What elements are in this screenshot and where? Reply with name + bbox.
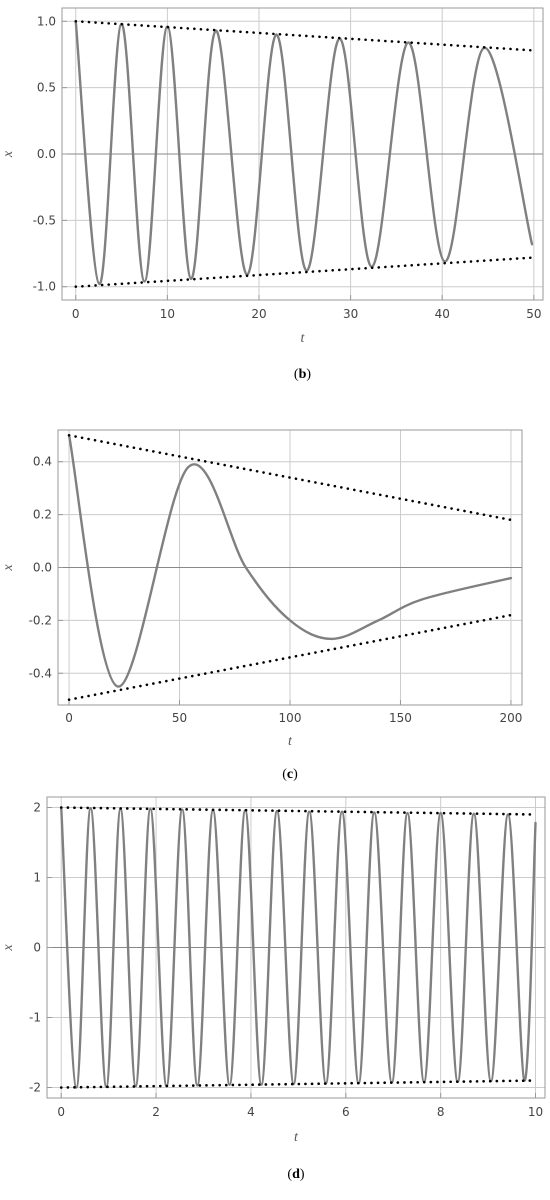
y-tick-label: 0.2 — [33, 508, 52, 522]
y-tick-label: -1.0 — [33, 280, 56, 294]
panel-caption: (b) — [294, 367, 311, 382]
y-tick-label: 0.0 — [33, 561, 52, 575]
panel-caption-letter: d — [292, 1167, 300, 1182]
x-tick-label: 40 — [435, 307, 450, 321]
x-tick-label: 2 — [152, 1105, 160, 1119]
y-tick-label: -1 — [29, 1011, 41, 1025]
panel-caption: (d) — [287, 1167, 304, 1182]
panel-caption-letter: b — [299, 367, 307, 382]
envelope-line — [59, 1079, 537, 1089]
x-tick-label: 4 — [247, 1105, 255, 1119]
y-tick-label: 0.0 — [37, 147, 56, 161]
chart-panel-d: 0 2 4 6 8 10 -2 -1 0 1 2 t x (d) — [1, 796, 546, 1182]
envelope-line — [67, 613, 513, 702]
x-tick-label: 200 — [499, 711, 522, 725]
x-tick-label: 0 — [65, 711, 73, 725]
envelope-line — [67, 433, 513, 522]
y-tick-label: -0.4 — [29, 666, 52, 680]
y-tick-label: -0.5 — [33, 213, 56, 227]
y-tick-label: -2 — [29, 1081, 41, 1095]
x-tick-label: 150 — [389, 711, 412, 725]
x-axis-label: t — [288, 734, 293, 749]
panel-caption: (c) — [282, 767, 298, 782]
x-tick-label: 0 — [57, 1105, 65, 1119]
x-tick-label: 50 — [172, 711, 187, 725]
x-tick-label: 20 — [251, 307, 266, 321]
y-axis-label: x — [1, 944, 16, 952]
solution-curve — [74, 20, 534, 286]
x-axis-label: t — [301, 331, 306, 346]
y-tick-label: 0.4 — [33, 455, 52, 469]
y-tick-label: 1 — [33, 871, 41, 885]
y-tick-label: 1.0 — [37, 14, 56, 28]
x-tick-label: 6 — [342, 1105, 350, 1119]
x-tick-label: 8 — [437, 1105, 445, 1119]
x-tick-label: 30 — [343, 307, 358, 321]
envelope-line — [74, 256, 536, 289]
y-tick-label: -0.2 — [29, 613, 52, 627]
x-tick-label: 0 — [72, 307, 80, 321]
envelope-line — [74, 19, 536, 52]
x-tick-label: 50 — [526, 307, 541, 321]
x-tick-label: 10 — [528, 1105, 543, 1119]
x-axis-label: t — [294, 1130, 299, 1145]
y-tick-label: 0 — [33, 941, 41, 955]
x-tick-label: 100 — [279, 711, 302, 725]
y-axis-label: x — [1, 564, 16, 572]
y-tick-label: 2 — [33, 801, 41, 815]
chart-panel-c: 0 50 100 150 200 -0.4 -0.2 0.0 0.2 0.4 t x (c) — [1, 429, 523, 782]
panel-caption-letter: c — [287, 767, 293, 782]
x-tick-label: 10 — [160, 307, 175, 321]
y-tick-label: 0.5 — [37, 81, 56, 95]
y-axis-label: x — [1, 150, 16, 158]
envelope-line — [59, 806, 537, 816]
solution-curve — [67, 434, 513, 688]
chart-panel-b: 0 10 20 30 40 50 -1.0 -0.5 0.0 0.5 1.0 t x (b) — [1, 7, 544, 382]
